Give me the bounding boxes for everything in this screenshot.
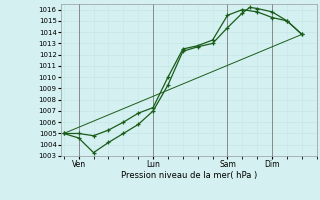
X-axis label: Pression niveau de la mer( hPa ): Pression niveau de la mer( hPa ) — [121, 171, 257, 180]
